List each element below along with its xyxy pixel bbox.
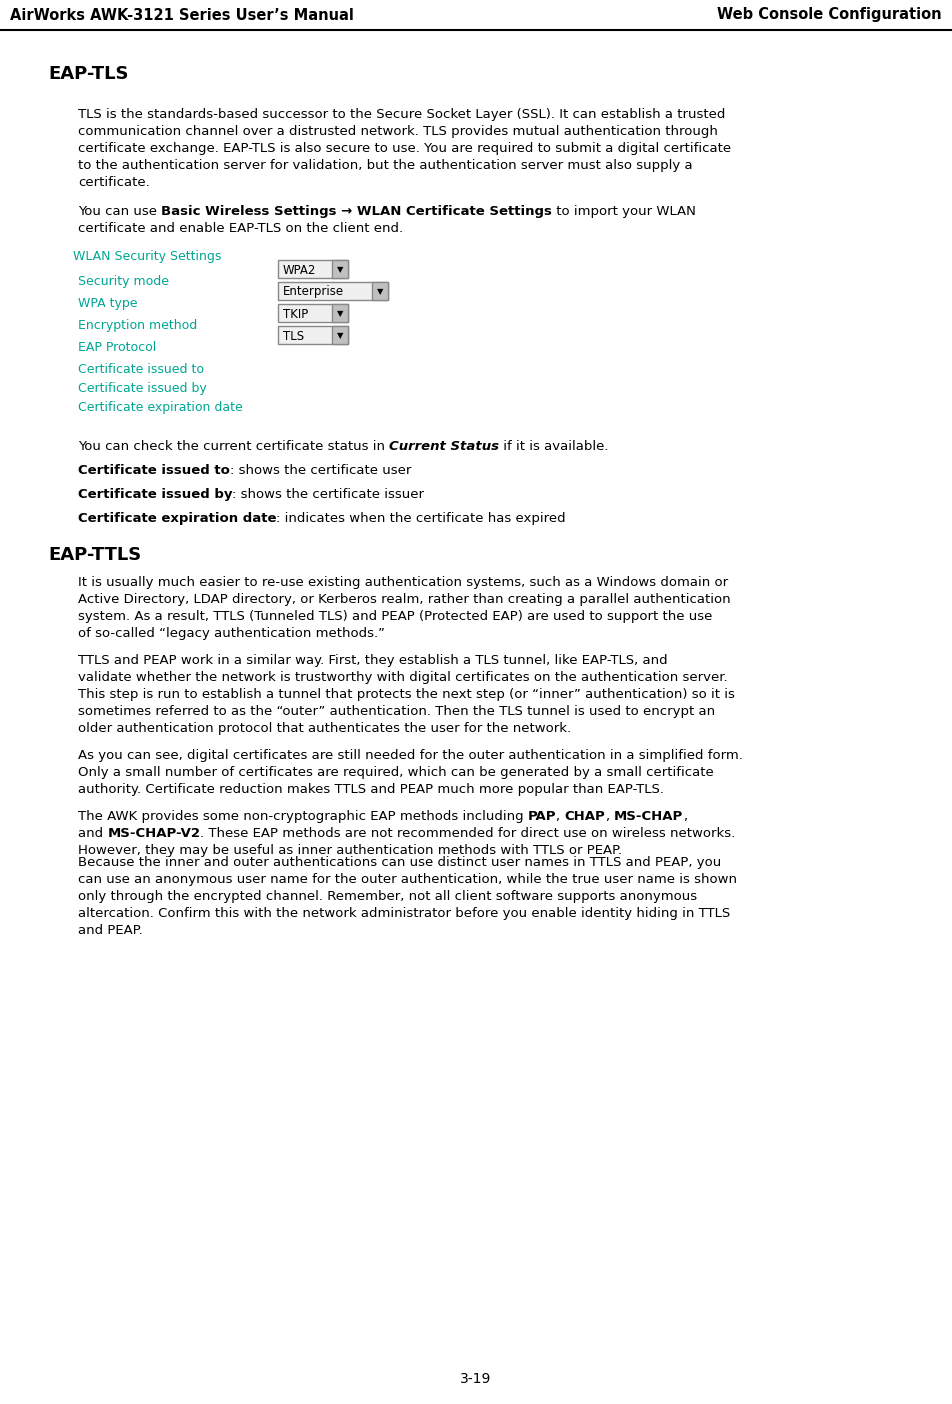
Text: sometimes referred to as the “outer” authentication. Then the TLS tunnel is used: sometimes referred to as the “outer” aut… xyxy=(78,705,715,717)
Text: You can use: You can use xyxy=(78,205,161,218)
Text: WPA type: WPA type xyxy=(78,298,137,310)
Text: Because the inner and outer authentications can use distinct user names in TTLS : Because the inner and outer authenticati… xyxy=(78,856,722,869)
Text: It is usually much easier to re-use existing authentication systems, such as a W: It is usually much easier to re-use exis… xyxy=(78,576,728,590)
Text: Current Status: Current Status xyxy=(389,439,499,453)
Text: to import your WLAN: to import your WLAN xyxy=(552,205,696,218)
Text: ▼: ▼ xyxy=(377,288,384,296)
Text: TTLS and PEAP work in a similar way. First, they establish a TLS tunnel, like EA: TTLS and PEAP work in a similar way. Fir… xyxy=(78,654,667,667)
Text: system. As a result, TTLS (Tunneled TLS) and PEAP (Protected EAP) are used to su: system. As a result, TTLS (Tunneled TLS)… xyxy=(78,609,712,623)
Text: The AWK provides some non-cryptographic EAP methods including: The AWK provides some non-cryptographic … xyxy=(78,810,527,823)
Text: : shows the certificate user: : shows the certificate user xyxy=(229,463,411,477)
Text: to the authentication server for validation, but the authentication server must : to the authentication server for validat… xyxy=(78,159,693,173)
Text: Certificate issued to: Certificate issued to xyxy=(78,463,229,477)
Text: As you can see, digital certificates are still needed for the outer authenticati: As you can see, digital certificates are… xyxy=(78,748,743,762)
Text: Certificate issued by: Certificate issued by xyxy=(78,489,232,501)
Text: ▼: ▼ xyxy=(337,265,344,275)
Text: : shows the certificate issuer: : shows the certificate issuer xyxy=(232,489,425,501)
FancyBboxPatch shape xyxy=(332,260,348,278)
Text: if it is available.: if it is available. xyxy=(500,439,609,453)
Text: WPA2: WPA2 xyxy=(283,264,316,277)
FancyBboxPatch shape xyxy=(278,282,388,300)
Text: altercation. Confirm this with the network administrator before you enable ident: altercation. Confirm this with the netwo… xyxy=(78,907,730,920)
Text: authority. Certificate reduction makes TTLS and PEAP much more popular than EAP-: authority. Certificate reduction makes T… xyxy=(78,783,664,796)
Text: Encryption method: Encryption method xyxy=(78,319,197,331)
Text: ,: , xyxy=(684,810,687,823)
Text: However, they may be useful as inner authentication methods with TTLS or PEAP.: However, they may be useful as inner aut… xyxy=(78,844,622,856)
Text: Enterprise: Enterprise xyxy=(283,285,344,299)
Text: of so-called “legacy authentication methods.”: of so-called “legacy authentication meth… xyxy=(78,628,385,640)
Text: can use an anonymous user name for the outer authentication, while the true user: can use an anonymous user name for the o… xyxy=(78,873,737,886)
Text: . These EAP methods are not recommended for direct use on wireless networks.: . These EAP methods are not recommended … xyxy=(200,827,736,840)
Text: WLAN Security Settings: WLAN Security Settings xyxy=(73,250,222,263)
Text: Basic Wireless Settings → WLAN Certificate Settings: Basic Wireless Settings → WLAN Certifica… xyxy=(161,205,552,218)
Text: Certificate expiration date: Certificate expiration date xyxy=(78,512,276,525)
Text: certificate exchange. EAP-TLS is also secure to use. You are required to submit : certificate exchange. EAP-TLS is also se… xyxy=(78,142,731,154)
FancyBboxPatch shape xyxy=(278,305,348,322)
Text: and: and xyxy=(78,827,108,840)
Text: Certificate issued to: Certificate issued to xyxy=(78,364,204,376)
Text: and PEAP.: and PEAP. xyxy=(78,924,143,936)
Text: ,: , xyxy=(605,810,614,823)
Text: validate whether the network is trustworthy with digital certificates on the aut: validate whether the network is trustwor… xyxy=(78,671,727,684)
Text: You can check the current certificate status in: You can check the current certificate st… xyxy=(78,439,389,453)
Text: older authentication protocol that authenticates the user for the network.: older authentication protocol that authe… xyxy=(78,722,571,736)
Text: Certificate expiration date: Certificate expiration date xyxy=(78,402,243,414)
Text: only through the encrypted channel. Remember, not all client software supports a: only through the encrypted channel. Reme… xyxy=(78,890,697,903)
Text: Security mode: Security mode xyxy=(78,275,169,288)
FancyBboxPatch shape xyxy=(278,326,348,344)
Text: TLS: TLS xyxy=(283,330,304,343)
FancyBboxPatch shape xyxy=(332,305,348,322)
Text: Only a small number of certificates are required, which can be generated by a sm: Only a small number of certificates are … xyxy=(78,767,714,779)
Text: ,: , xyxy=(556,810,565,823)
Text: EAP Protocol: EAP Protocol xyxy=(78,341,156,354)
Text: ▼: ▼ xyxy=(337,331,344,341)
Text: This step is run to establish a tunnel that protects the next step (or “inner” a: This step is run to establish a tunnel t… xyxy=(78,688,735,701)
FancyBboxPatch shape xyxy=(332,326,348,344)
Text: : indicates when the certificate has expired: : indicates when the certificate has exp… xyxy=(276,512,566,525)
FancyBboxPatch shape xyxy=(278,260,348,278)
Text: 3-19: 3-19 xyxy=(461,1372,491,1386)
Text: TKIP: TKIP xyxy=(283,307,308,320)
Text: communication channel over a distrusted network. TLS provides mutual authenticat: communication channel over a distrusted … xyxy=(78,125,718,138)
Text: MS-CHAP: MS-CHAP xyxy=(614,810,684,823)
Text: CHAP: CHAP xyxy=(565,810,605,823)
Text: Certificate issued by: Certificate issued by xyxy=(78,382,207,395)
Text: certificate.: certificate. xyxy=(78,176,149,190)
Text: AirWorks AWK-3121 Series User’s Manual: AirWorks AWK-3121 Series User’s Manual xyxy=(10,7,354,22)
Text: EAP-TLS: EAP-TLS xyxy=(48,65,129,83)
Text: EAP-TTLS: EAP-TTLS xyxy=(48,546,141,564)
Text: PAP: PAP xyxy=(527,810,556,823)
Text: TLS is the standards-based successor to the Secure Socket Layer (SSL). It can es: TLS is the standards-based successor to … xyxy=(78,108,725,121)
Text: Web Console Configuration: Web Console Configuration xyxy=(718,7,942,22)
Text: certificate and enable EAP-TLS on the client end.: certificate and enable EAP-TLS on the cl… xyxy=(78,222,403,234)
Text: MS-CHAP-V2: MS-CHAP-V2 xyxy=(108,827,200,840)
Text: Active Directory, LDAP directory, or Kerberos realm, rather than creating a para: Active Directory, LDAP directory, or Ker… xyxy=(78,592,730,607)
Text: ▼: ▼ xyxy=(337,309,344,319)
FancyBboxPatch shape xyxy=(372,282,388,300)
